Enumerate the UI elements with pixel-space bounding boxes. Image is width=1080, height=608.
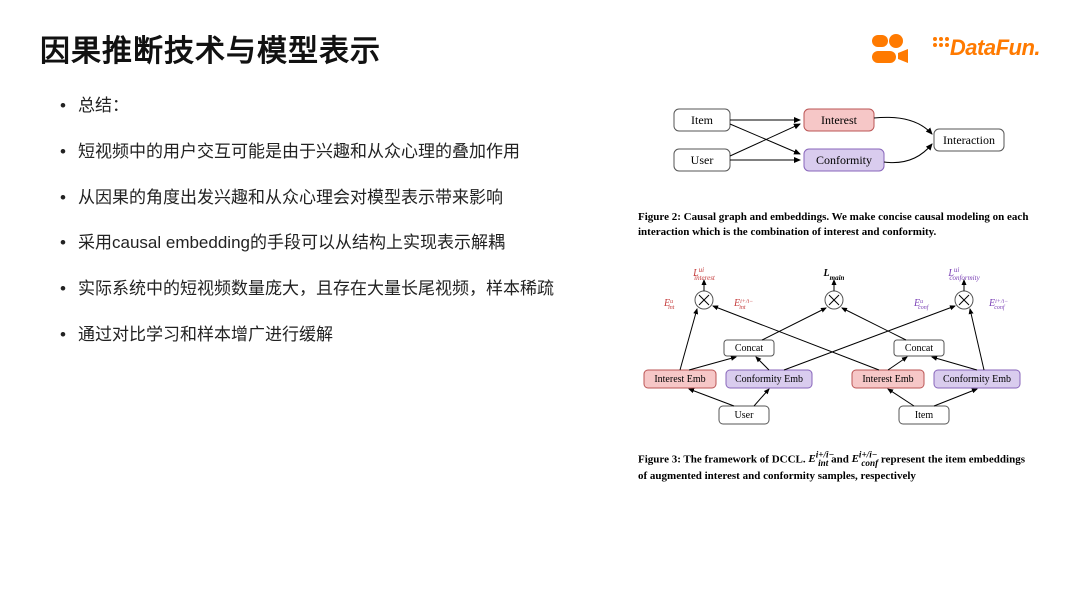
figure-causal-graph: Item User Interest Conformity Interactio… xyxy=(634,94,1034,194)
svg-text:Euint: Euint xyxy=(663,298,675,311)
svg-text:Item: Item xyxy=(915,410,934,421)
svg-text:Item: Item xyxy=(691,113,714,127)
svg-text:User: User xyxy=(691,153,714,167)
svg-text:Luiconformity: Luiconformity xyxy=(947,266,980,282)
content: •总结： •短视频中的用户交互可能是由于兴趣和从众心理的叠加作用 •从因果的角度… xyxy=(0,80,1080,486)
bullet-list: •总结： •短视频中的用户交互可能是由于兴趣和从众心理的叠加作用 •从因果的角度… xyxy=(60,94,610,486)
list-item: •短视频中的用户交互可能是由于兴趣和从众心理的叠加作用 xyxy=(60,140,610,164)
list-item: •总结： xyxy=(60,94,610,118)
list-item: •从因果的角度出发兴趣和从众心理会对模型表示带来影响 xyxy=(60,186,610,210)
list-item: •通过对比学习和样本增广进行缓解 xyxy=(60,323,610,347)
logos: DataFun. xyxy=(870,31,1040,65)
page-title: 因果推断技术与模型表示 xyxy=(40,26,381,70)
svg-text:Interaction: Interaction xyxy=(943,133,995,147)
list-item: •采用causal embedding的手段可以从结构上实现表示解耦 xyxy=(60,231,610,255)
list-item: •实际系统中的短视频数量庞大，且存在大量长尾视频，样本稀疏 xyxy=(60,277,610,301)
svg-text:Luiinterest: Luiinterest xyxy=(692,266,716,282)
svg-text:User: User xyxy=(735,410,755,421)
svg-text:Ei+/i−int: Ei+/i−int xyxy=(733,298,753,311)
svg-text:Conformity Emb: Conformity Emb xyxy=(735,374,803,385)
figure-3-caption: Figure 3: The framework of DCCL. Ei+/i−i… xyxy=(634,443,1034,486)
svg-text:Ei+/i−conf: Ei+/i−conf xyxy=(988,298,1008,311)
svg-text:Euconf: Euconf xyxy=(913,298,930,311)
svg-text:Interest Emb: Interest Emb xyxy=(862,374,913,385)
figures-column: Item User Interest Conformity Interactio… xyxy=(634,94,1040,486)
svg-text:Concat: Concat xyxy=(735,343,764,354)
svg-text:Interest Emb: Interest Emb xyxy=(654,374,705,385)
svg-text:Interest: Interest xyxy=(821,113,858,127)
svg-text:Lmain: Lmain xyxy=(823,268,845,282)
kuaishou-logo-icon xyxy=(870,31,910,65)
figure-2-caption: Figure 2: Causal graph and embeddings. W… xyxy=(634,204,1034,242)
datafun-logo: DataFun. xyxy=(932,35,1040,61)
svg-text:Concat: Concat xyxy=(905,343,934,354)
header: 因果推断技术与模型表示 DataFun. xyxy=(0,0,1080,80)
svg-text:Conformity: Conformity xyxy=(816,153,872,167)
svg-text:Conformity Emb: Conformity Emb xyxy=(943,374,1011,385)
figure-dccl-framework: Luiinterest Lmain Luiconformity Euint Ei… xyxy=(634,258,1034,433)
